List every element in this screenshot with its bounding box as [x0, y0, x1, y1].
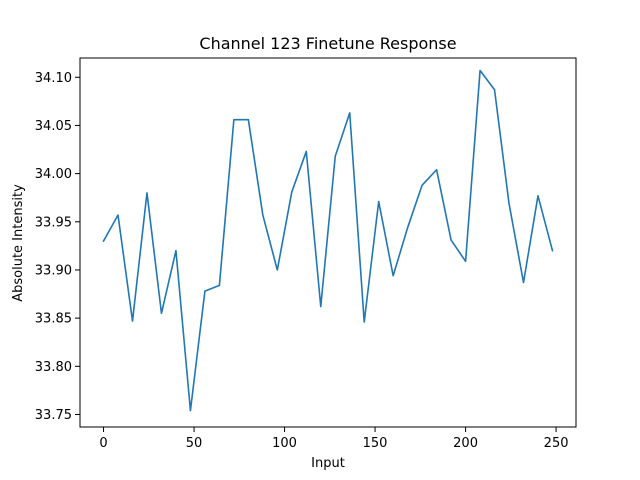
- y-tick-label: 33.80: [35, 360, 72, 375]
- plot-frame: [79, 57, 577, 428]
- y-tick-label: 34.10: [35, 71, 72, 86]
- x-tick-label: 150: [363, 436, 388, 451]
- x-tick-label: 100: [272, 436, 297, 451]
- x-axis-label: Input: [311, 456, 345, 471]
- x-tick-label: 250: [544, 436, 569, 451]
- y-tick-label: 34.00: [35, 167, 72, 182]
- x-tick-label: 200: [453, 436, 478, 451]
- x-axis-ticks: 0 50 100 150 200 250: [99, 427, 569, 451]
- x-tick-label: 0: [99, 436, 107, 451]
- y-tick-label: 33.90: [35, 263, 72, 278]
- chart-title: Channel 123 Finetune Response: [199, 34, 456, 53]
- series-line: [102, 69, 554, 412]
- y-tick-label: 33.95: [35, 215, 72, 230]
- plot-area: [102, 69, 554, 412]
- y-tick-label: 33.75: [35, 408, 72, 423]
- y-tick-label: 34.05: [35, 119, 72, 134]
- y-tick-label: 33.85: [35, 312, 72, 327]
- x-tick-label: 50: [186, 436, 203, 451]
- y-axis-ticks: 33.75 33.80 33.85 33.90 33.95 34.00 34.05 34.10: [35, 71, 80, 423]
- y-axis-label: Absolute Intensity: [11, 184, 26, 302]
